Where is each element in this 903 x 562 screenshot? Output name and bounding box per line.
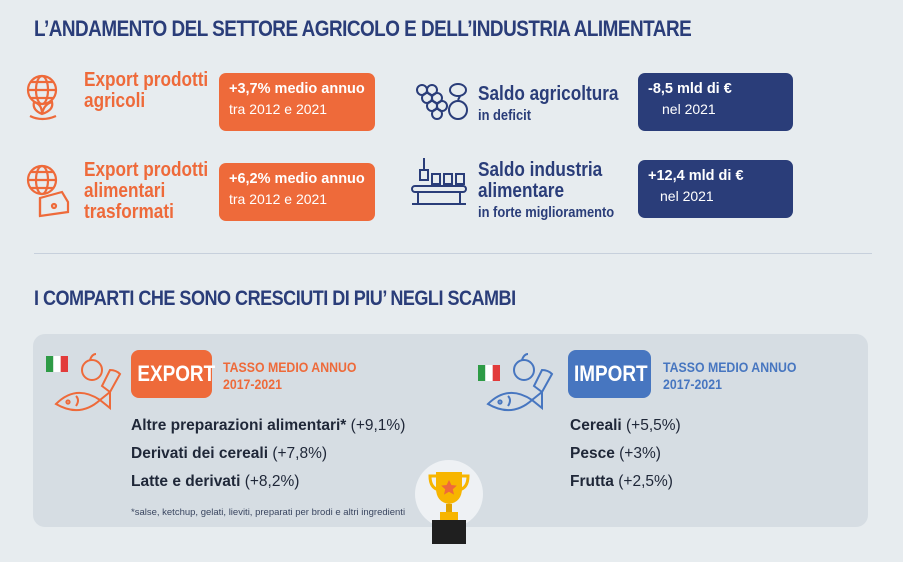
saldo-agricoltura-label: Saldo agricoltura in deficit	[478, 83, 619, 125]
saldo-industria-value: +12,4 mld di €	[648, 168, 744, 184]
export-tag: EXPORT	[131, 350, 215, 398]
export-trasformati-label: Export prodotti alimentari trasformati	[84, 159, 209, 223]
conveyor-factory-icon	[411, 158, 467, 205]
saldo-industria-label: Saldo industria alimentare in forte migl…	[478, 159, 615, 222]
italy-flag-icon	[46, 356, 68, 372]
food-fish-icon	[486, 353, 554, 411]
saldo-agricoltura-period: nel 2021	[662, 101, 716, 117]
export-agricoli-period: tra 2012 e 2021	[229, 101, 328, 117]
export-item: Derivati dei cereali (+7,8%)	[131, 445, 328, 462]
italy-flag-icon	[478, 365, 500, 381]
section-divider	[34, 253, 872, 254]
export-item: Altre preparazioni alimentari* (+9,1%)	[131, 417, 406, 434]
import-item: Cereali (+5,5%)	[570, 417, 681, 434]
saldo-industria-value-box: +12,4 mld di € nel 2021	[638, 160, 793, 218]
export-item: Latte e derivati (+8,2%)	[131, 473, 300, 490]
saldo-industria-period: nel 2021	[660, 188, 714, 204]
import-item: Frutta (+2,5%)	[570, 473, 673, 490]
export-agricoli-value-box: +3,7% medio annuo tra 2012 e 2021	[219, 73, 375, 131]
export-footnote: *salse, ketchup, gelati, lieviti, prepar…	[131, 507, 406, 518]
import-tag: IMPORT	[568, 350, 651, 398]
grapes-fruit-icon	[416, 83, 468, 120]
import-item: Pesce (+3%)	[570, 445, 661, 462]
import-period: TASSO MEDIO ANNUO 2017-2021	[663, 359, 797, 392]
export-trasformati-period: tra 2012 e 2021	[229, 191, 328, 207]
globe-plant-icon	[26, 74, 58, 121]
section-title-andamento: L’ANDAMENTO DEL SETTORE AGRICOLO E DELL’…	[34, 16, 692, 41]
export-trasformati-value: +6,2% medio annuo	[229, 171, 365, 187]
food-fish-icon	[54, 353, 122, 411]
export-trasformati-value-box: +6,2% medio annuo tra 2012 e 2021	[219, 163, 375, 221]
globe-cheese-icon	[26, 164, 70, 218]
export-period: TASSO MEDIO ANNUO 2017-2021	[223, 359, 357, 392]
section-title-comparti: I COMPARTI CHE SONO CRESCIUTI DI PIU’ NE…	[34, 287, 516, 310]
saldo-agricoltura-value-box: -8,5 mld di € nel 2021	[638, 73, 793, 131]
export-agricoli-value: +3,7% medio annuo	[229, 81, 365, 97]
export-agricoli-label: Export prodotti agricoli	[84, 69, 209, 112]
trophy-icon	[428, 472, 470, 544]
saldo-agricoltura-value: -8,5 mld di €	[648, 81, 732, 97]
